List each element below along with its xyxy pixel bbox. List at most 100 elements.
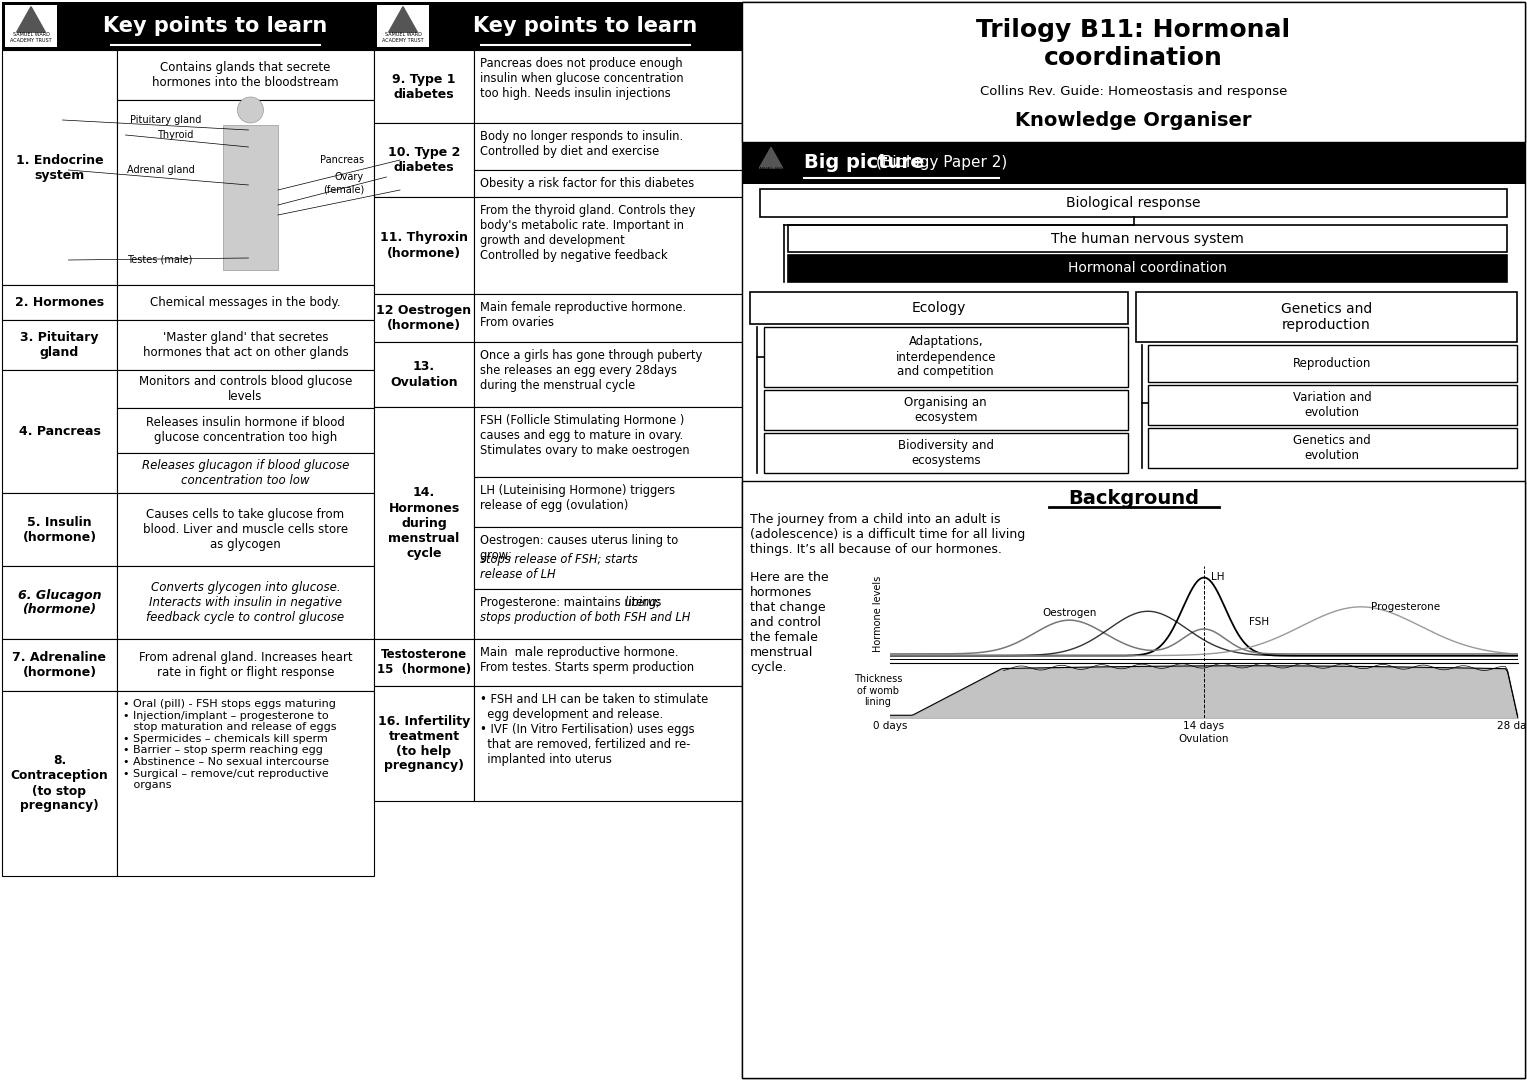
Bar xyxy=(2,320,118,370)
Bar xyxy=(788,255,1507,282)
Bar xyxy=(223,125,278,270)
Bar xyxy=(374,342,473,407)
Text: Contains glands that secrete
hormones into the bloodstream: Contains glands that secrete hormones in… xyxy=(153,60,339,89)
Bar xyxy=(118,370,374,408)
Text: 0 days: 0 days xyxy=(873,721,907,731)
Text: The journey from a child into an adult is
(adolescence) is a difficult time for : The journey from a child into an adult i… xyxy=(750,513,1025,556)
Text: 4. Pancreas: 4. Pancreas xyxy=(18,426,101,438)
Text: FSH (Follicle Stimulating Hormone )
causes and egg to mature in ovary.
Stimulate: FSH (Follicle Stimulating Hormone ) caus… xyxy=(479,414,690,457)
Text: 8.
Contraception
(to stop
pregnancy): 8. Contraception (to stop pregnancy) xyxy=(11,755,108,812)
Text: 11. Thyroxin
(hormone): 11. Thyroxin (hormone) xyxy=(380,231,467,259)
Text: SAMUEL WARD
ACADEMY TRUST: SAMUEL WARD ACADEMY TRUST xyxy=(382,32,425,43)
Text: 28 days: 28 days xyxy=(1498,721,1527,731)
Bar xyxy=(118,408,374,453)
Text: Hormone levels: Hormone levels xyxy=(873,576,883,651)
Text: Organising an
ecosystem: Organising an ecosystem xyxy=(904,396,986,424)
Text: Thyroid: Thyroid xyxy=(157,130,194,140)
Text: Testosterone
15  (hormone): Testosterone 15 (hormone) xyxy=(377,648,470,676)
Text: Key points to learn: Key points to learn xyxy=(473,16,698,36)
Bar xyxy=(742,2,1525,141)
Bar xyxy=(2,50,118,285)
Text: 16. Infertility
treatment
(to help
pregnancy): 16. Infertility treatment (to help pregn… xyxy=(377,715,470,772)
Bar xyxy=(377,5,429,48)
Bar xyxy=(764,433,1127,473)
Text: 12 Oestrogen
(hormone): 12 Oestrogen (hormone) xyxy=(377,303,472,332)
Bar xyxy=(473,50,742,123)
Text: Converts glycogen into glucose.
Interacts with insulin in negative
feedback cycl: Converts glycogen into glucose. Interact… xyxy=(147,581,345,624)
Bar xyxy=(118,639,374,691)
Text: Progesterone: Progesterone xyxy=(1371,602,1440,612)
Text: Progesterone: maintains uterus: Progesterone: maintains uterus xyxy=(479,596,664,609)
Text: • Oral (pill) - FSH stops eggs maturing
• Injection/implant – progesterone to
  : • Oral (pill) - FSH stops eggs maturing … xyxy=(124,699,336,791)
Text: lining;
stops production of both FSH and LH: lining; stops production of both FSH and… xyxy=(479,596,690,624)
Bar xyxy=(473,197,742,294)
Text: 14.
Hormones
during
menstrual
cycle: 14. Hormones during menstrual cycle xyxy=(388,486,460,559)
Text: Biodiversity and
ecosystems: Biodiversity and ecosystems xyxy=(898,438,994,467)
Text: LH: LH xyxy=(1211,571,1225,582)
Text: SAMUEL WARD
ACADEMY TRUST: SAMUEL WARD ACADEMY TRUST xyxy=(11,32,52,43)
Text: Collins Rev. Guide: Homeostasis and response: Collins Rev. Guide: Homeostasis and resp… xyxy=(980,85,1287,98)
Bar xyxy=(1147,428,1516,468)
Text: Thickness
of womb
lining: Thickness of womb lining xyxy=(854,674,902,707)
Text: Chemical messages in the body.: Chemical messages in the body. xyxy=(150,296,341,309)
Text: • FSH and LH can be taken to stimulate
  egg development and release.
• IVF (In : • FSH and LH can be taken to stimulate e… xyxy=(479,693,709,766)
Text: Releases glucagon if blood glucose
concentration too low: Releases glucagon if blood glucose conce… xyxy=(142,459,350,487)
Bar xyxy=(1136,292,1516,342)
Bar xyxy=(473,477,742,527)
Bar xyxy=(118,492,374,566)
Bar xyxy=(374,50,473,123)
Text: Main female reproductive hormone.
From ovaries: Main female reproductive hormone. From o… xyxy=(479,301,686,329)
Text: Background: Background xyxy=(1067,489,1199,508)
Bar xyxy=(2,639,118,691)
Bar xyxy=(118,566,374,639)
Text: Adaptations,
interdependence
and competition: Adaptations, interdependence and competi… xyxy=(895,336,996,378)
Text: (Biology Paper 2): (Biology Paper 2) xyxy=(876,156,1008,171)
Bar xyxy=(742,2,1525,1078)
Text: Biological response: Biological response xyxy=(1066,195,1200,210)
Bar xyxy=(1147,345,1516,382)
Text: Monitors and controls blood glucose
levels: Monitors and controls blood glucose leve… xyxy=(139,375,353,403)
Bar xyxy=(473,589,742,639)
Bar xyxy=(118,691,374,876)
Text: Pancreas: Pancreas xyxy=(319,156,363,165)
Text: 13.
Ovulation: 13. Ovulation xyxy=(391,361,458,389)
Bar xyxy=(788,225,1507,252)
Text: 5. Insulin
(hormone): 5. Insulin (hormone) xyxy=(23,515,96,543)
Text: 6. Glucagon
(hormone): 6. Glucagon (hormone) xyxy=(18,589,101,617)
Bar xyxy=(2,2,374,50)
Circle shape xyxy=(237,97,264,123)
Bar xyxy=(1147,384,1516,426)
Polygon shape xyxy=(759,147,783,168)
Text: Big picture: Big picture xyxy=(805,153,931,173)
Bar xyxy=(742,141,1525,184)
Bar xyxy=(742,481,1525,1078)
Text: Key points to learn: Key points to learn xyxy=(104,16,328,36)
Bar xyxy=(764,390,1127,430)
Text: 9. Type 1
diabetes: 9. Type 1 diabetes xyxy=(392,72,455,100)
Bar xyxy=(747,146,796,180)
Text: Knowledge Organiser: Knowledge Organiser xyxy=(1015,110,1252,130)
Text: From adrenal gland. Increases heart
rate in fight or flight response: From adrenal gland. Increases heart rate… xyxy=(139,651,353,679)
Text: Main  male reproductive hormone.
From testes. Starts sperm production: Main male reproductive hormone. From tes… xyxy=(479,646,695,674)
Text: Hormonal coordination: Hormonal coordination xyxy=(1067,261,1226,275)
Text: The human nervous system: The human nervous system xyxy=(1051,231,1245,245)
Text: Releases insulin hormone if blood
glucose concentration too high: Releases insulin hormone if blood glucos… xyxy=(147,417,345,445)
Text: Pituitary gland: Pituitary gland xyxy=(130,114,202,125)
Bar xyxy=(764,327,1127,387)
Text: stops release of FSH; starts
release of LH: stops release of FSH; starts release of … xyxy=(479,553,638,581)
Text: 2. Hormones: 2. Hormones xyxy=(15,296,104,309)
Bar xyxy=(473,639,742,686)
Polygon shape xyxy=(17,6,46,32)
Text: Obesity a risk factor for this diabetes: Obesity a risk factor for this diabetes xyxy=(479,177,695,190)
Text: (female): (female) xyxy=(322,185,363,195)
Bar xyxy=(473,123,742,170)
Bar xyxy=(473,407,742,477)
Text: Adrenal gland: Adrenal gland xyxy=(127,165,195,175)
Text: Ovary: Ovary xyxy=(334,172,363,183)
Bar xyxy=(374,2,742,50)
Text: Oestrogen: Oestrogen xyxy=(1043,608,1096,618)
Bar xyxy=(118,50,374,100)
Bar xyxy=(2,691,118,876)
Text: 14 days: 14 days xyxy=(1183,721,1225,731)
Text: Oestrogen: causes uterus lining to
grow;: Oestrogen: causes uterus lining to grow; xyxy=(479,534,678,562)
